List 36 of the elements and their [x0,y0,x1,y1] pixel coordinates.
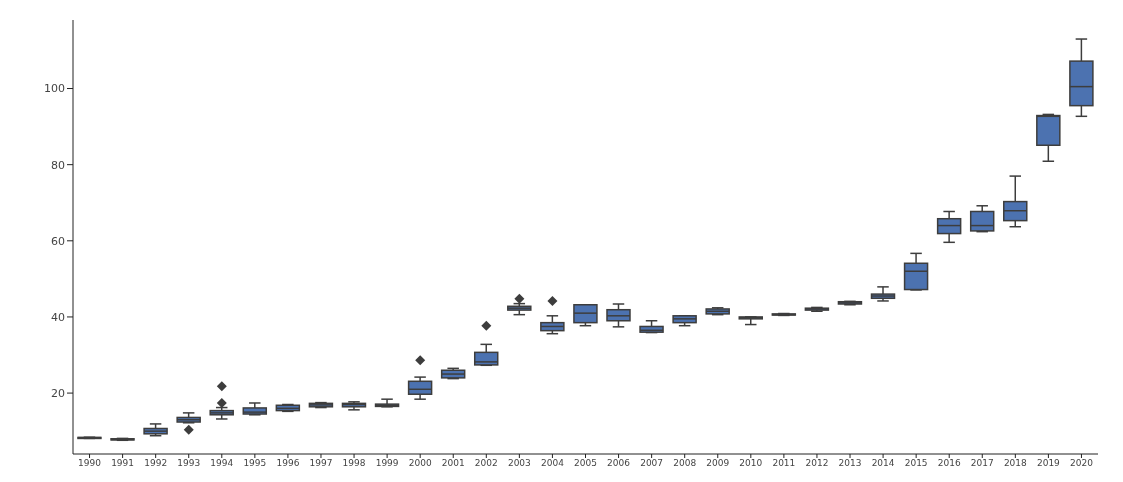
x-tick-label: 1995 [243,458,267,469]
x-tick-label: 2018 [1003,458,1028,469]
x-tick-label: 1997 [309,458,333,469]
y-tick-label: 100 [44,82,65,96]
x-tick-label: 2002 [474,458,498,469]
x-tick-label: 2013 [838,458,862,469]
x-tick-label: 2007 [640,458,664,469]
x-tick-label: 2020 [1070,458,1094,469]
x-tick-label: 2001 [441,458,465,469]
y-tick-label: 40 [51,310,65,324]
x-tick-label: 2000 [408,458,432,469]
x-tick-label: 2011 [772,458,796,469]
x-tick-label: 2005 [574,458,597,469]
x-tick-label: 2008 [673,458,697,469]
x-tick-label: 1993 [177,458,201,469]
x-tick-label: 2016 [937,458,961,469]
x-tick-label: 2019 [1036,458,1061,469]
x-tick-label: 2012 [805,458,829,469]
x-tick-label: 2010 [739,458,763,469]
x-tick-label: 2017 [970,458,994,469]
x-tick-label: 1998 [342,458,366,469]
y-tick-label: 80 [51,158,65,172]
x-tick-label: 2015 [904,458,928,469]
x-tick-label: 2009 [706,458,730,469]
y-tick-label: 60 [51,234,65,248]
x-tick-label: 2006 [607,458,631,469]
x-tick-label: 1992 [144,458,168,469]
x-tick-label: 2004 [540,458,565,469]
x-tick-label: 2014 [871,458,895,469]
y-tick-label: 20 [51,386,65,400]
x-tick-label: 1991 [111,458,135,469]
x-tick-label: 1990 [78,458,102,469]
x-tick-label: 1996 [276,458,300,469]
x-tick-label: 1999 [375,458,399,469]
x-tick-label: 2003 [507,458,531,469]
x-tick-label: 1994 [210,458,234,469]
